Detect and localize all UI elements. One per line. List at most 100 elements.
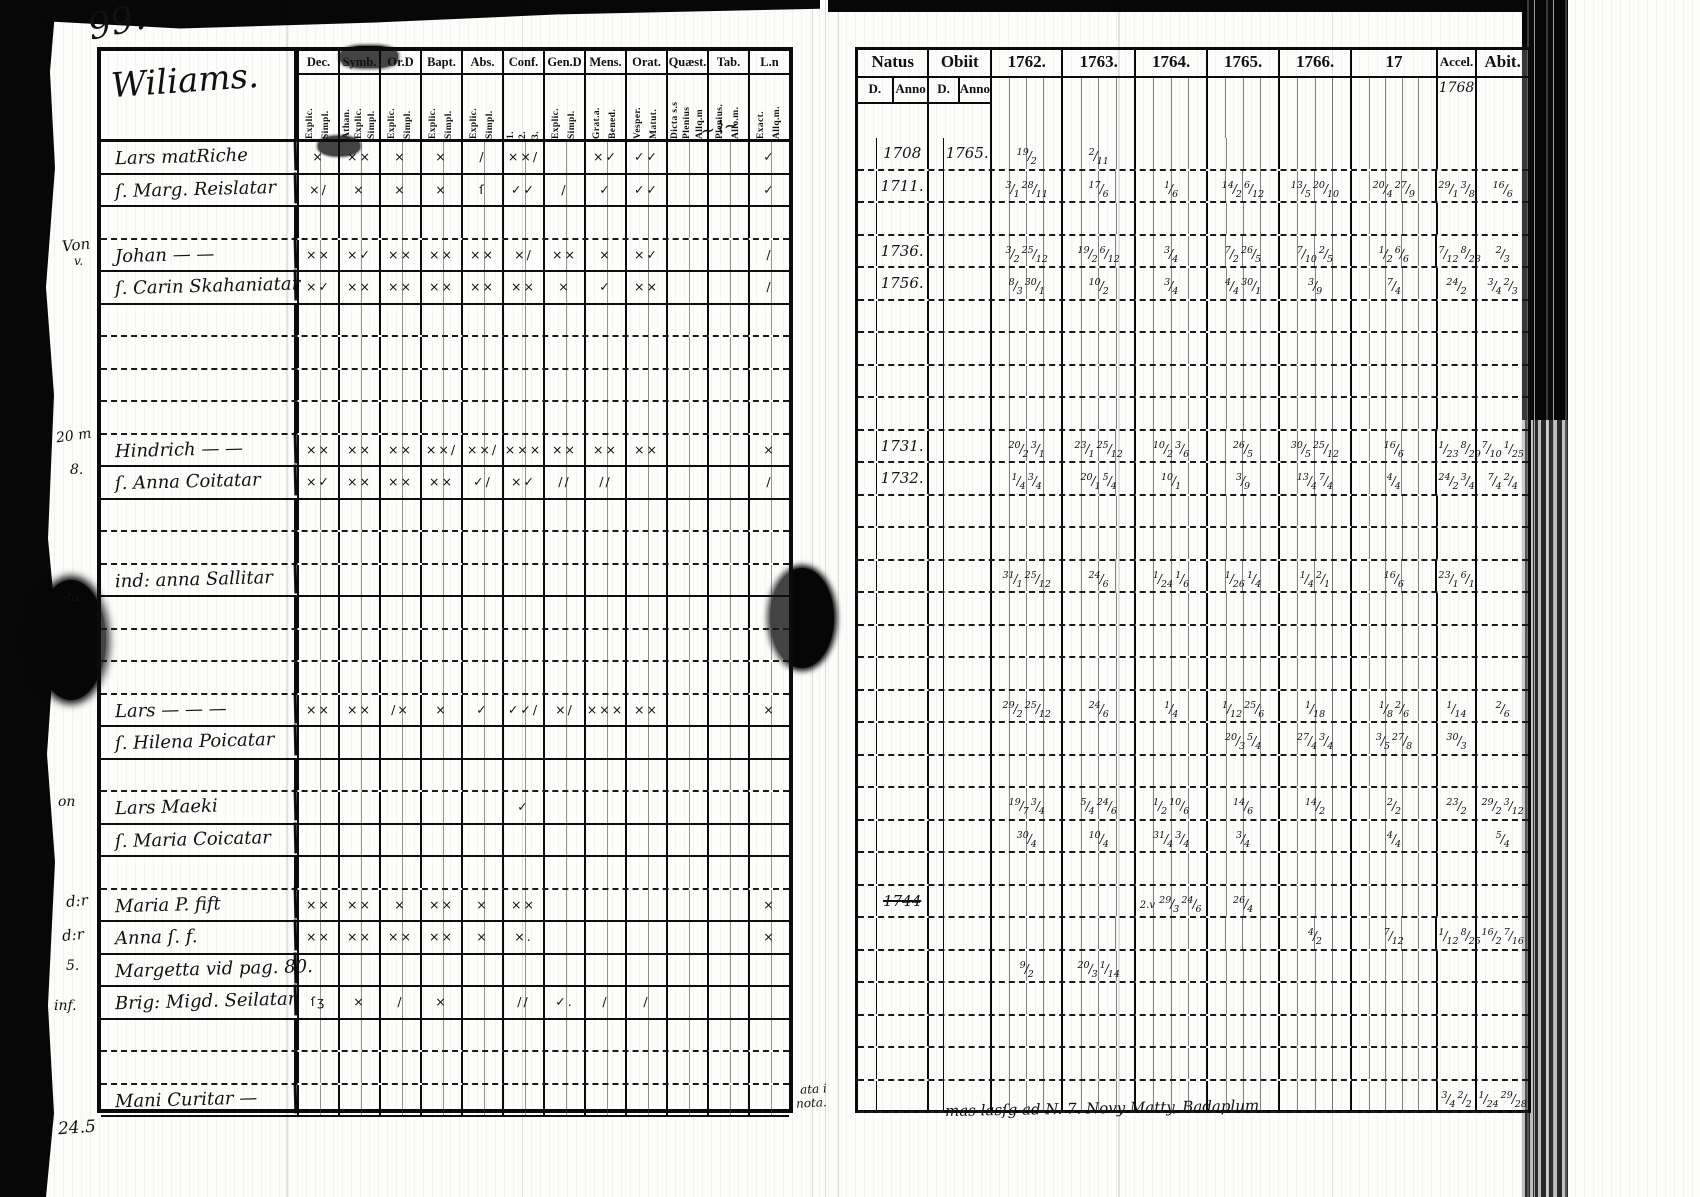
mark-cell [666,954,707,985]
mark-cell [625,889,666,920]
mark-cell [543,889,584,920]
mark-cell [502,1084,543,1115]
mark-cell [707,792,748,823]
mark-cell [666,694,707,725]
mark-cell: ×× [379,434,420,465]
mark-cell [461,1084,502,1115]
mark-cell: ×× [543,239,584,270]
mark-cell [748,207,789,238]
right-row-29: 3/42/2 1/2429/28 [858,1080,1528,1113]
obiit-day-cell [927,495,943,526]
mark-cell [584,727,625,758]
column-header-qust: Quæst. Dicta s.s Plenius Allq.m [666,51,707,139]
date-fraction: 5/4 [1080,797,1095,817]
date-fraction: 3/4 [1441,1089,1456,1110]
date-fraction: 16/6 [1492,179,1513,200]
accel-cell: 23/16/1 [1435,560,1475,591]
mark-cell: ×× [420,272,461,303]
obiit-day-cell [927,593,943,624]
communion-cell [1277,853,1351,884]
mark-cell: × [748,694,789,725]
communion-cell [990,1080,1062,1111]
mark-cell [420,662,461,693]
mark-cell [707,207,748,238]
mark-cell [297,662,338,693]
communion-cell: 1/241/6 [1133,560,1207,591]
date-fraction: 7/2 [1224,244,1239,265]
person-name: ind: anna Sallitar [100,561,298,598]
date-fraction: 4/4 [1386,472,1401,492]
mark-cell [584,369,625,400]
date-fraction: 13/4 [1296,472,1317,492]
communion-cell [1277,333,1351,364]
mark-cell [707,564,748,595]
right-row-28 [858,1048,1528,1081]
accel-cell: 23/2 [1435,788,1476,819]
margin-note: -ta [62,590,80,605]
communion-cell: 13/47/4 [1277,463,1351,494]
mark-cell: ✓ [584,272,625,303]
abit-cell [1475,593,1528,624]
mark-cell [297,759,338,790]
communion-cell: 24/6 [1061,560,1134,591]
mark-cell: × [420,694,461,725]
communion-cell: 4/430/1 [1206,268,1278,299]
mark-cell [748,304,789,335]
mark-cell [338,792,379,823]
date-fraction: 19/7 [1008,797,1029,817]
mark-cell [666,272,707,303]
mark-cell [297,1019,338,1050]
communion-cell: 20/23/1 [989,430,1062,461]
communion-cell [1277,495,1351,526]
register-row-8 [101,402,789,435]
mark-cell: × [543,272,584,303]
mark-cell [502,662,543,693]
mark-cell [584,629,625,660]
mark-cell: ×× [379,272,420,303]
communion-cell: 7/102/5 [1277,235,1351,266]
mark-cell: ×× [297,922,338,953]
communion-cell [990,853,1062,884]
right-row-18: 20/35/4 27/43/4 3/527/8 30/3 [858,723,1528,756]
obiit-header-space [929,104,990,138]
communion-cell: 26/5 [1206,430,1278,461]
mark-cell [420,597,461,628]
register-row-6 [101,337,789,370]
mark-cell [461,662,502,693]
mark-cell: / [584,987,625,1018]
column-subheader: 1. [505,131,516,139]
communion-cell: 4/4 [1350,463,1436,494]
communion-cell [1350,398,1436,429]
mark-cell [625,467,666,498]
mark-cell [420,727,461,758]
mark-cell: ×× [338,142,379,173]
mark-cell [748,857,789,888]
mark-cell: ×/ [297,174,338,205]
communion-cell [1133,593,1207,624]
left-table-body: Lars matRiche × ×× × × / ××/×✓ ✓✓ ✓ ſ. Marg. Reis… [100,139,789,1118]
natus-day-cell [858,398,876,429]
communion-cell [1350,528,1436,559]
register-row-10: ſ. Anna Coitatar ×✓ ×× ×× ×× ✓/×✓///// [100,464,789,501]
date-fraction: 3/9 [1235,472,1251,492]
date-fraction: 7/12 [1383,927,1404,947]
obiit-anno-cell [943,268,990,299]
subheader: D. [937,81,950,96]
mark-cell [502,824,543,855]
register-row-14 [101,597,789,630]
communion-cell: 31/43/4 [1133,820,1207,851]
mark-cell [420,759,461,790]
mark-cell: ××× [584,694,625,725]
empty-name-cell [101,759,297,790]
obiit-day-cell [927,690,943,721]
date-fraction: 3/1 [1030,439,1045,460]
mark-cell [543,792,584,823]
year-header-17: 17 [1350,50,1436,138]
mark-cell [584,889,625,920]
communion-cell: 3/128/11 [989,170,1062,201]
mark-cell: ×/ [502,239,543,270]
date-fraction: 1/6 [1175,569,1190,590]
mark-cell [297,857,338,888]
communion-cell [1206,333,1278,364]
natus-anno-cell [875,918,928,949]
